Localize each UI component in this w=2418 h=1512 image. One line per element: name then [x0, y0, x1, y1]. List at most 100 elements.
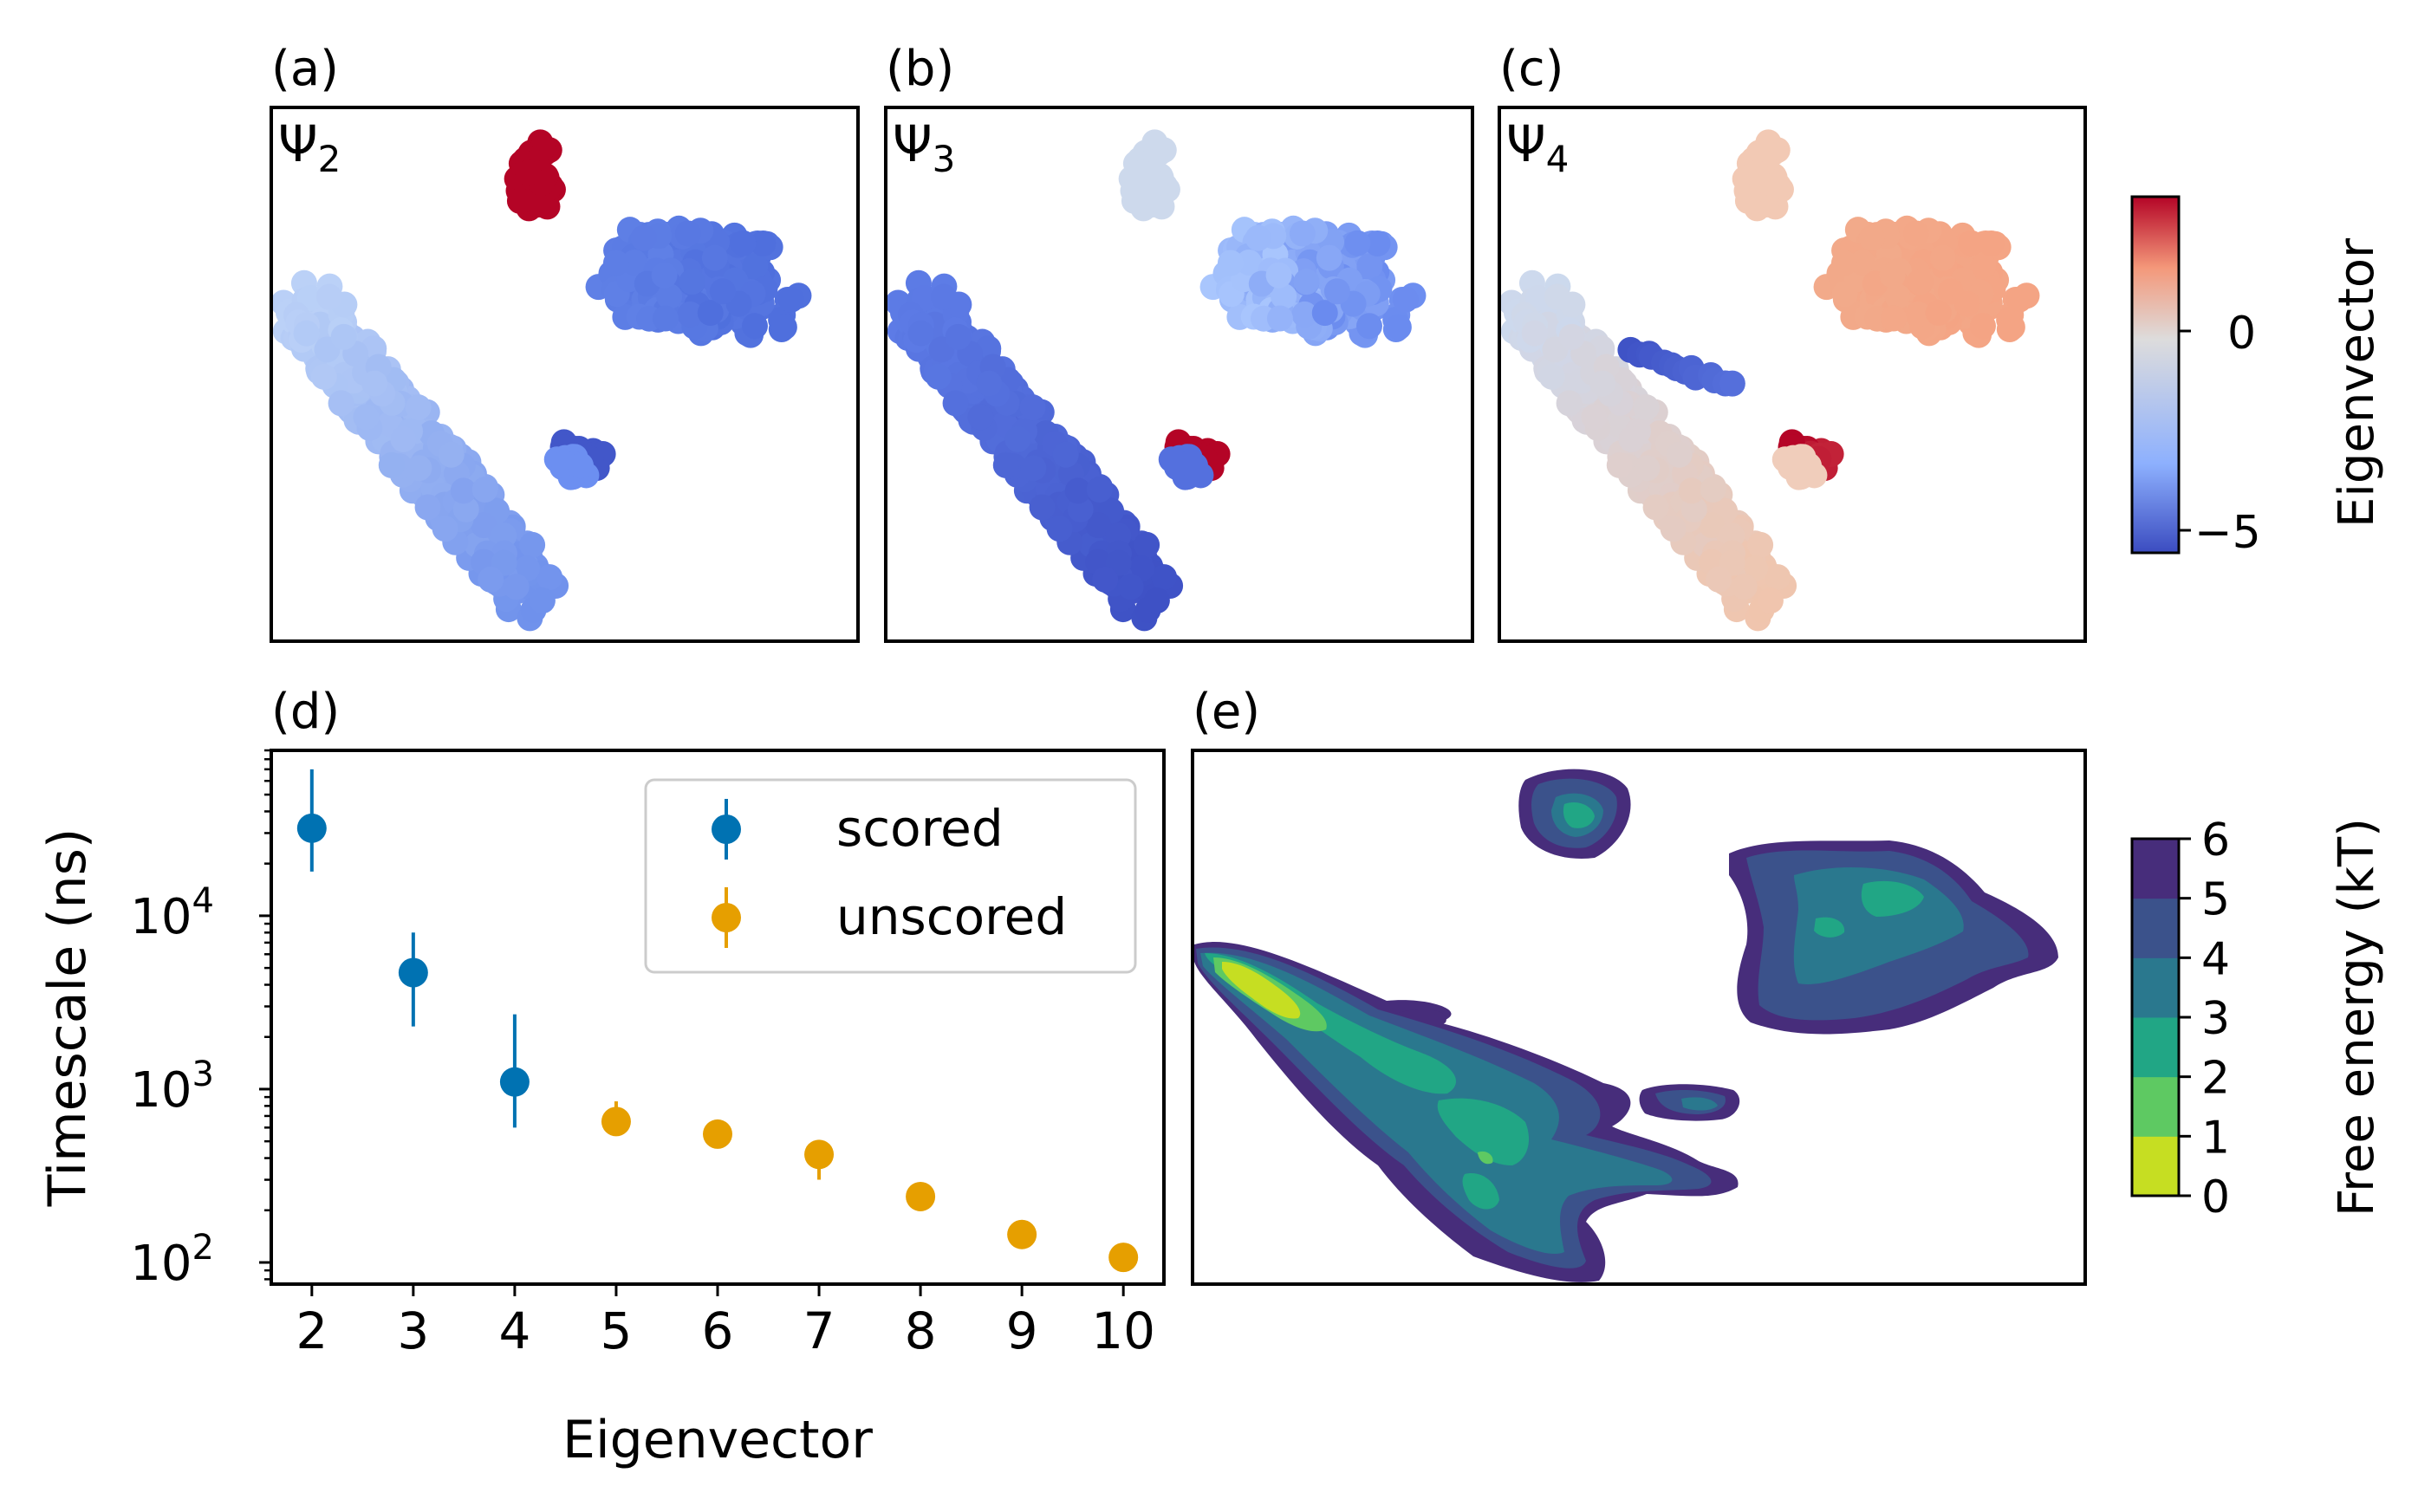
scatter-point [1217, 250, 1244, 276]
scatter-point [438, 441, 465, 468]
legend: scored unscored [644, 778, 1137, 974]
scatter-point [709, 278, 736, 305]
scatter-point [1902, 220, 1929, 247]
scatter-point [1678, 477, 1705, 504]
scatter-point [1937, 278, 1964, 305]
scatter-point [310, 363, 337, 390]
x-axis-label: Eigenvector [562, 1410, 873, 1470]
scatter-point [2005, 286, 2032, 313]
scatter-point [1064, 477, 1091, 504]
scatter-point [621, 249, 648, 276]
scatter-point [741, 313, 768, 340]
scatter-point [315, 283, 342, 310]
data-point-unscored [804, 1139, 835, 1170]
scatter-point [1316, 244, 1342, 271]
psi-4-label: Ψ4 [1506, 114, 1569, 180]
colorbar-tick-label: 4 [2201, 933, 2230, 985]
eigenvector-2-scatter [271, 129, 812, 632]
scatter-point [1905, 301, 1932, 328]
scatter-point [536, 564, 563, 591]
panel-c-label: (c) [1499, 41, 1563, 97]
scatter-point [1618, 425, 1645, 452]
eigenvector-4-scatter [1499, 129, 2040, 632]
scatter-point [503, 574, 530, 600]
scatter-point [1849, 249, 1876, 276]
eigenvector-colorbar-gradient [2130, 195, 2181, 555]
x-tick-label: 3 [397, 1301, 429, 1360]
scatter-point [1556, 390, 1583, 417]
scatter-point [1134, 531, 1160, 558]
scatter-point [1642, 494, 1669, 521]
colorbar-band [2132, 957, 2179, 1018]
scatter-point [406, 455, 432, 482]
scatter-point [992, 451, 1019, 478]
panel-c: (c) Ψ4 [1498, 41, 2087, 643]
colorbar-band [2132, 1017, 2179, 1078]
scatter-point [330, 323, 357, 350]
y-tick-label: 102 [130, 1228, 214, 1292]
scatter-point [730, 230, 757, 256]
x-tick-label: 10 [1091, 1301, 1155, 1360]
scatter-point [1666, 441, 1693, 468]
scatter-point [1765, 564, 1791, 591]
panel-b-frame [884, 106, 1474, 643]
data-point-unscored [1108, 1243, 1139, 1273]
legend-scored-label: scored [836, 799, 1004, 858]
scatter-point [1907, 269, 1934, 295]
panel-e-label: (e) [1193, 684, 1260, 740]
scatter-point [930, 283, 957, 310]
scatter-point [1236, 249, 1263, 276]
x-tick-label: 7 [803, 1301, 835, 1360]
x-tick-label: 5 [601, 1301, 633, 1360]
scatter-point [1266, 305, 1293, 332]
psi-3-label: Ψ3 [893, 114, 955, 180]
scatter-point [471, 512, 497, 539]
scatter-point [293, 320, 320, 347]
psi-2-label: Ψ2 [278, 114, 341, 180]
scatter-point [515, 159, 542, 186]
scatter-point [1660, 516, 1687, 542]
scatter-point [701, 244, 728, 271]
scatter-point [674, 220, 701, 247]
colorbar-tick-label: 6 [2201, 814, 2230, 866]
scatter-point [1029, 494, 1056, 521]
scatter-point [1521, 320, 1548, 347]
scatter-point [353, 404, 380, 431]
scatter-point [656, 283, 683, 310]
scatter-point [1052, 441, 1079, 468]
scatter-point [378, 451, 405, 478]
scatter-point [602, 250, 629, 276]
scatter-point [1086, 477, 1113, 503]
scatter-point [1970, 253, 1997, 280]
panel-d-axes: 2 3 4 5 6 7 8 9 10 104 103 102 [130, 749, 1155, 1360]
scatter-point [945, 323, 972, 350]
y-axis-label: Timescale (ns) [37, 828, 98, 1208]
scatter-point [1143, 587, 1170, 614]
scatter-point [777, 286, 804, 313]
scatter-point [1699, 512, 1726, 539]
colorbar-tick-label: 0 [2201, 1171, 2230, 1223]
scatter-point [390, 425, 417, 452]
free-energy-contour [1194, 769, 2058, 1282]
eigenvector-colorbar-label: Eigenvector [2329, 237, 2385, 528]
scatter-point [770, 314, 797, 341]
scatter-point [328, 390, 354, 417]
scatter-point [506, 187, 533, 214]
colorbar-tick-label: 5 [2201, 874, 2230, 926]
scatter-point [519, 531, 546, 558]
scatter-point [1700, 477, 1726, 503]
scatter-point [1004, 425, 1031, 452]
data-point-scored [398, 957, 428, 988]
data-point-unscored [1007, 1219, 1037, 1249]
scatter-point [1544, 283, 1570, 310]
data-point-scored [499, 1067, 530, 1097]
legend-scored-marker [712, 814, 741, 844]
scatter-point [1999, 314, 2025, 341]
scatter-point [1879, 262, 1906, 289]
x-tick-label: 9 [1006, 1301, 1038, 1360]
scatter-point [651, 262, 678, 289]
colorbar-tick-label: 3 [2201, 993, 2230, 1045]
scatter-point [1181, 452, 1208, 479]
scatter-point [1969, 313, 1996, 340]
